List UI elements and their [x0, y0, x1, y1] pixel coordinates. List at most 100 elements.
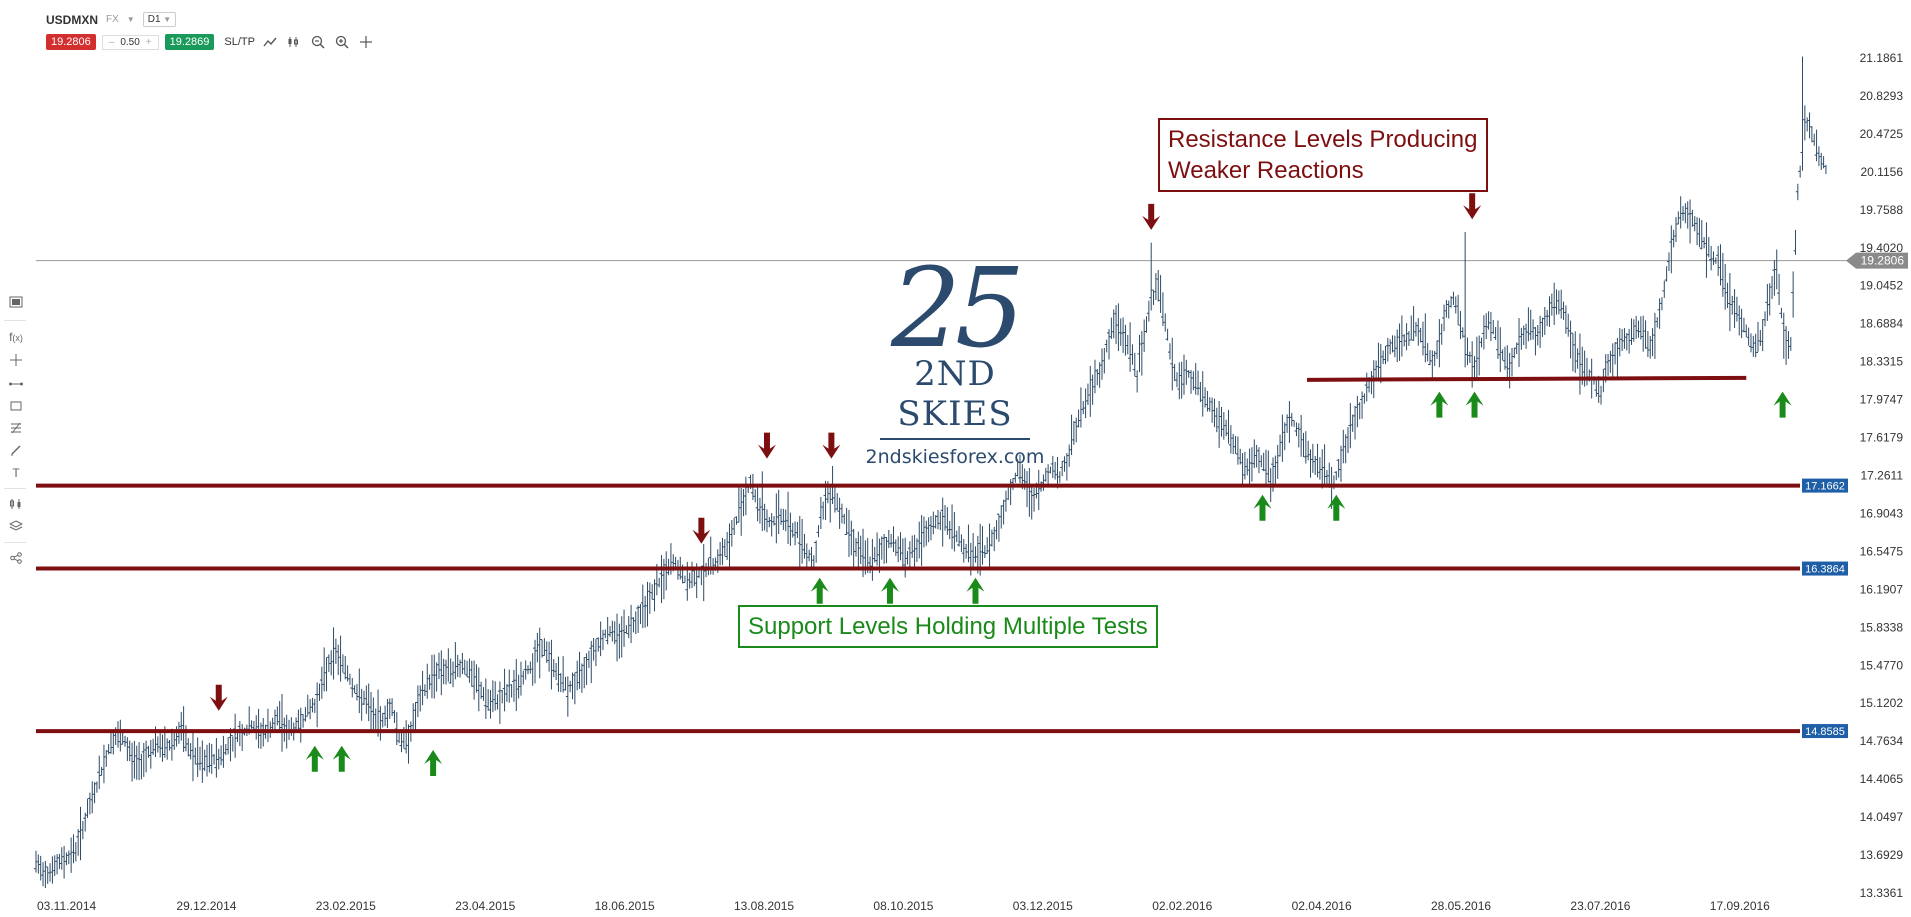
- support-arrow-icon: [332, 745, 351, 772]
- level-label-bg: [1802, 478, 1848, 493]
- logo-url: 2ndskiesforex.com: [865, 446, 1045, 468]
- share-icon[interactable]: [7, 552, 25, 568]
- y-tick-label: 19.7588: [1860, 203, 1904, 217]
- x-tick-label: 02.02.2016: [1152, 899, 1212, 913]
- toolbar-divider: [4, 320, 26, 321]
- chevron-down-icon[interactable]: ▼: [126, 15, 135, 24]
- toolbar-divider: [4, 488, 26, 489]
- y-tick-label: 16.9043: [1860, 506, 1904, 520]
- x-tick-label: 29.12.2014: [176, 899, 236, 913]
- minus-icon[interactable]: –: [108, 36, 115, 48]
- plus-icon[interactable]: +: [145, 36, 152, 48]
- resistance-arrow-icon: [1142, 203, 1161, 230]
- resistance-arrow-icon: [822, 432, 841, 459]
- support-arrow-icon: [1253, 494, 1272, 521]
- crosshair-icon[interactable]: [7, 354, 25, 370]
- market-type: FX: [106, 14, 119, 25]
- y-tick-label: 15.4770: [1860, 658, 1904, 672]
- line-chart-icon[interactable]: [261, 34, 279, 50]
- chart-grid: 19.2806: [36, 252, 1908, 269]
- logo-divider: [880, 438, 1030, 440]
- level-label-bg: [1802, 724, 1848, 739]
- current-price-tag: [1846, 252, 1908, 269]
- y-tick-label: 16.1907: [1860, 582, 1904, 596]
- x-tick-label: 03.11.2014: [37, 899, 96, 913]
- sltp-button[interactable]: SL/TP: [224, 36, 255, 48]
- level-label-bg: [1802, 561, 1848, 576]
- y-tick-label: 17.9747: [1860, 393, 1904, 407]
- level-arrows: [209, 193, 1792, 777]
- y-tick-label: 17.2611: [1861, 469, 1904, 483]
- support-arrow-icon: [1465, 391, 1484, 418]
- buy-button[interactable]: 19.2869: [164, 34, 215, 50]
- resistance-arrow-icon: [209, 684, 228, 711]
- level-label: 17.1662: [1805, 481, 1845, 493]
- fibonacci-icon[interactable]: [7, 422, 25, 438]
- y-tick-label: 17.6179: [1860, 431, 1904, 445]
- resistance-annotation-line2: Weaker Reactions: [1168, 157, 1364, 184]
- y-tick-label: 15.8338: [1860, 620, 1904, 634]
- x-tick-label: 23.04.2015: [455, 899, 515, 913]
- time-axis[interactable]: 03.11.2014 29.12.2014 23.02.2015 23.04.2015…: [37, 899, 1770, 913]
- zoom-out-icon[interactable]: [309, 34, 327, 50]
- layers-icon[interactable]: [7, 520, 25, 536]
- rectangle-icon[interactable]: [7, 400, 25, 416]
- x-tick-label: 03.12.2015: [1013, 899, 1073, 913]
- horizontal-levels: 17.1662 16.3864 14.8585: [36, 375, 1848, 739]
- zoom-in-icon[interactable]: [333, 34, 351, 50]
- sell-button[interactable]: 19.2806: [46, 34, 96, 50]
- current-price-label: 19.2806: [1861, 254, 1905, 268]
- x-tick-label: 08.10.2015: [873, 899, 933, 913]
- timeframe-select[interactable]: D1 ▼: [142, 12, 177, 27]
- timeframe-value: D1: [147, 14, 161, 25]
- price-axis[interactable]: 21.1861 20.8293 20.4725 20.1156 19.7588 19.40…: [1860, 51, 1904, 900]
- candles: [34, 56, 1827, 888]
- x-tick-label: 28.05.2016: [1431, 899, 1491, 913]
- logo-mark: 25: [891, 244, 1025, 372]
- candles-icon[interactable]: [285, 34, 303, 50]
- y-tick-label: 20.8293: [1860, 89, 1904, 103]
- resistance-arrow-icon: [692, 517, 711, 544]
- symbol-row: USDMXN FX ▼ D1 ▼: [46, 12, 177, 27]
- upper-support-line[interactable]: [1306, 375, 1747, 382]
- resistance-annotation: Resistance Levels Producing Weaker React…: [1158, 118, 1488, 192]
- support-arrow-icon: [1327, 494, 1346, 521]
- support-annotation: Support Levels Holding Multiple Tests: [738, 605, 1158, 648]
- resistance-arrow-icon: [757, 432, 776, 459]
- symbol-name[interactable]: USDMXN: [46, 12, 99, 27]
- crosshair-icon[interactable]: [357, 34, 375, 50]
- trend-line-icon[interactable]: [7, 378, 25, 394]
- x-tick-label: 18.06.2015: [595, 899, 655, 913]
- y-tick-label: 14.7634: [1860, 734, 1904, 748]
- support-arrow-icon: [1773, 391, 1792, 418]
- support-arrow-icon: [880, 577, 899, 604]
- y-tick-label: 20.4725: [1860, 127, 1904, 141]
- y-tick-label: 16.5475: [1860, 544, 1904, 558]
- function-icon[interactable]: f(x): [9, 330, 23, 344]
- y-tick-label: 20.1156: [1861, 165, 1904, 179]
- lot-stepper[interactable]: – 0.50 +: [101, 34, 159, 50]
- level-label: 16.3864: [1805, 564, 1845, 576]
- support-arrow-icon: [305, 745, 324, 772]
- indicator-icon[interactable]: [7, 498, 25, 514]
- text-icon[interactable]: T: [12, 466, 20, 480]
- pencil-icon[interactable]: [7, 444, 25, 460]
- y-tick-label: 14.4065: [1860, 772, 1904, 786]
- y-tick-label: 19.0452: [1860, 279, 1904, 293]
- resistance-arrow-icon: [1463, 193, 1482, 220]
- support-arrow-icon: [966, 577, 985, 604]
- layout-icon[interactable]: [7, 296, 25, 312]
- support-annotation-text: Support Levels Holding Multiple Tests: [748, 613, 1148, 640]
- x-tick-label: 23.07.2016: [1570, 899, 1630, 913]
- y-tick-label: 13.6929: [1860, 848, 1904, 862]
- support-arrow-icon: [810, 577, 829, 604]
- y-tick-label: 21.1861: [1860, 51, 1904, 65]
- x-tick-label: 13.08.2015: [734, 899, 794, 913]
- x-tick-label: 17.09.2016: [1710, 899, 1770, 913]
- spread-value: 0.50: [120, 36, 140, 48]
- y-tick-label: 15.1202: [1860, 696, 1904, 710]
- trade-row: 19.2806 – 0.50 + 19.2869 SL/TP: [46, 34, 375, 50]
- level-label: 14.8585: [1805, 726, 1845, 738]
- chevron-down-icon: ▼: [163, 15, 172, 24]
